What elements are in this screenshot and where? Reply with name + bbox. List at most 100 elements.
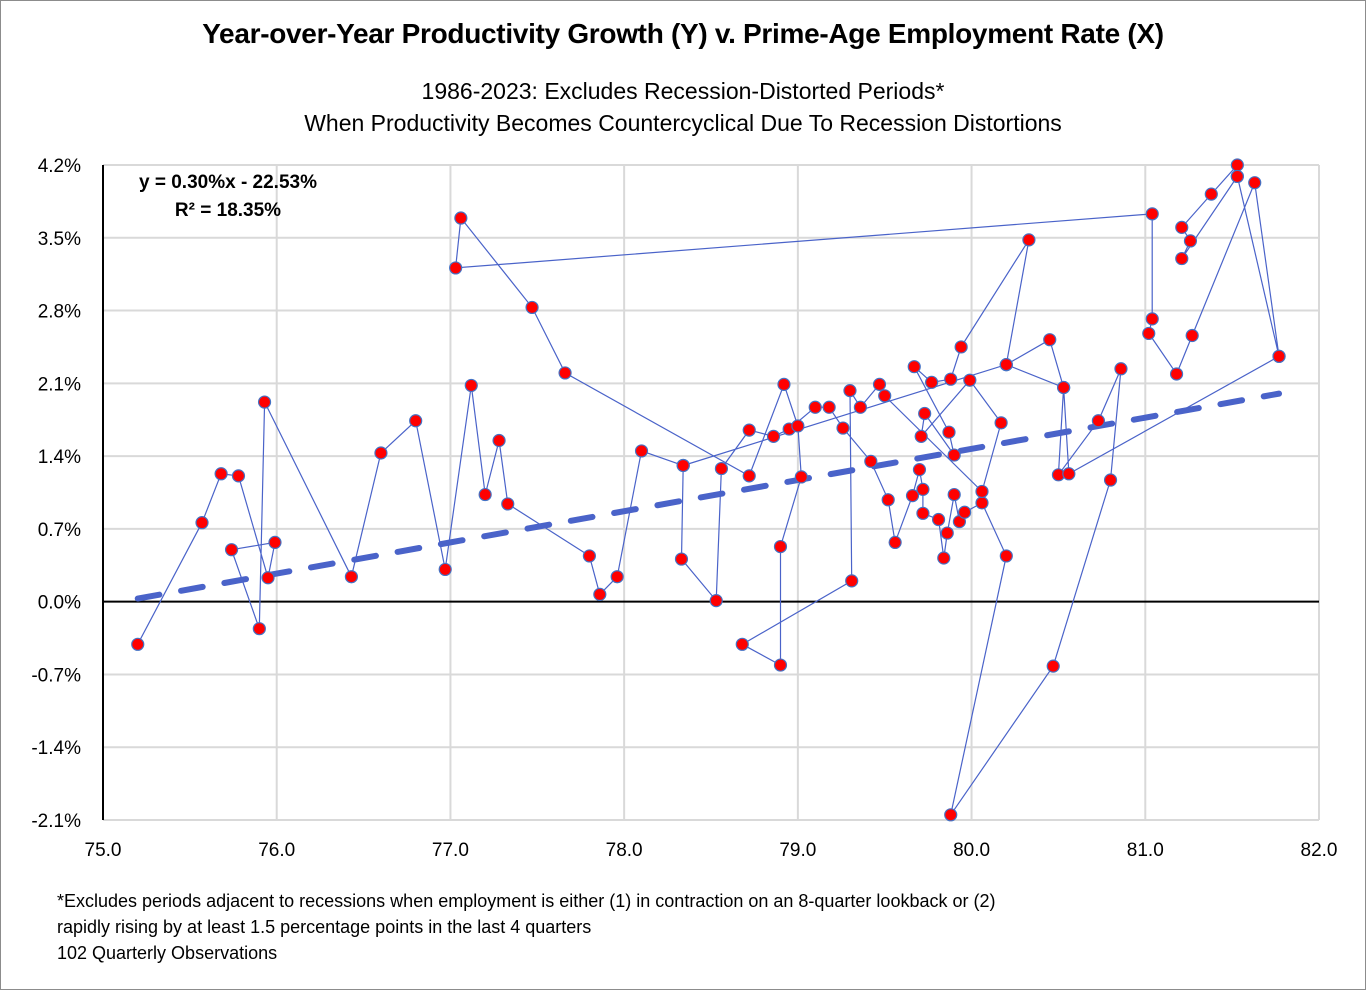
series-connector-line	[137, 163, 1280, 816]
gridlines	[103, 164, 1320, 821]
data-point	[822, 400, 836, 414]
data-point	[843, 384, 857, 398]
trendline-line	[134, 390, 1283, 602]
data-point	[954, 340, 968, 354]
data-point	[931, 512, 946, 527]
data-point	[195, 516, 209, 530]
data-point	[1248, 176, 1262, 190]
data-point	[735, 637, 749, 651]
data-point	[1169, 367, 1184, 381]
data-point	[963, 373, 977, 387]
data-point	[914, 429, 928, 443]
x-tick-label: 82.0	[1301, 840, 1338, 861]
x-tick-label: 78.0	[606, 840, 643, 861]
data-point	[409, 414, 423, 428]
x-tick-label: 77.0	[432, 840, 469, 861]
data-point	[836, 421, 850, 435]
data-point	[374, 446, 388, 460]
data-point	[709, 594, 723, 608]
trendline-equation-text: y = 0.30%x - 22.53%	[139, 172, 317, 193]
data-point	[261, 571, 275, 585]
data-point	[593, 587, 607, 601]
data-point	[942, 425, 956, 439]
data-point	[975, 484, 989, 499]
data-point	[766, 429, 781, 443]
data-point	[1230, 158, 1244, 172]
data-point	[994, 416, 1008, 430]
data-point	[438, 562, 452, 577]
data-point	[1114, 362, 1128, 376]
data-point	[231, 469, 246, 483]
data-point	[478, 487, 492, 502]
data-point	[944, 808, 958, 822]
data-point	[676, 458, 690, 473]
data-point	[449, 261, 463, 275]
data-point	[224, 543, 239, 557]
data-point	[864, 454, 878, 468]
data-point	[1022, 233, 1036, 247]
trendline	[134, 390, 1283, 602]
trendline-r-squared-text: R² = 18.35%	[175, 200, 281, 221]
data-point	[905, 489, 920, 503]
data-point	[944, 372, 958, 386]
x-tick-label: 80.0	[953, 840, 990, 861]
data-point	[344, 570, 359, 584]
data-point	[975, 496, 989, 510]
x-tick-label: 79.0	[779, 840, 816, 861]
data-point	[1272, 349, 1286, 363]
data-point	[1103, 473, 1118, 487]
data-point	[1091, 414, 1105, 428]
y-tick-label: 4.2%	[38, 156, 81, 177]
y-tick-label: -2.1%	[31, 811, 81, 832]
data-point	[808, 400, 822, 414]
data-point	[558, 366, 572, 380]
data-point	[872, 377, 887, 391]
data-point	[454, 211, 468, 225]
y-tick-label: 2.1%	[38, 374, 81, 395]
data-point	[916, 482, 930, 496]
data-point	[947, 448, 961, 462]
chart-subtitle-line-2: When Productivity Becomes Countercyclica…	[304, 110, 1062, 136]
data-point	[492, 433, 506, 448]
connector-lines	[137, 163, 1280, 816]
data-point	[525, 300, 539, 315]
axes	[102, 165, 1319, 820]
data-point	[131, 637, 145, 651]
data-point	[888, 535, 902, 550]
trendline-equation: y = 0.30%x - 22.53% R² = 18.35%	[139, 172, 317, 221]
data-point	[918, 406, 932, 421]
data-point	[845, 574, 859, 588]
data-point	[674, 552, 689, 566]
data-point	[464, 378, 478, 393]
footnote-line-1: *Excludes periods adjacent to recessions…	[57, 891, 996, 911]
data-point	[1183, 234, 1198, 248]
chart-subtitle-line-1: 1986-2023: Excludes Recession-Distorted …	[421, 78, 945, 104]
data-point	[1062, 467, 1076, 481]
chart-title: Year-over-Year Productivity Growth (Y) v…	[202, 18, 1164, 49]
data-point	[940, 526, 954, 540]
data-point	[907, 360, 921, 374]
x-tick-label: 75.0	[85, 840, 122, 861]
y-tick-label: 0.7%	[38, 520, 81, 541]
data-point	[773, 539, 788, 554]
data-point	[501, 497, 515, 511]
data-point	[881, 493, 895, 507]
data-point	[916, 506, 930, 520]
data-point	[268, 535, 282, 550]
data-point	[937, 551, 951, 565]
data-point	[714, 461, 729, 476]
data-point	[853, 400, 867, 414]
data-point	[214, 467, 228, 481]
data-point	[1175, 220, 1189, 234]
y-tick-label: -0.7%	[31, 665, 81, 686]
data-point	[925, 375, 939, 389]
data-point	[582, 549, 597, 563]
data-point	[1185, 328, 1199, 343]
data-point	[794, 470, 808, 484]
data-point	[878, 389, 892, 403]
x-tick-label: 76.0	[258, 840, 295, 861]
data-point	[742, 423, 756, 437]
data-points	[131, 158, 1286, 822]
data-point	[1057, 380, 1071, 395]
y-tick-label: 0.0%	[38, 593, 81, 614]
